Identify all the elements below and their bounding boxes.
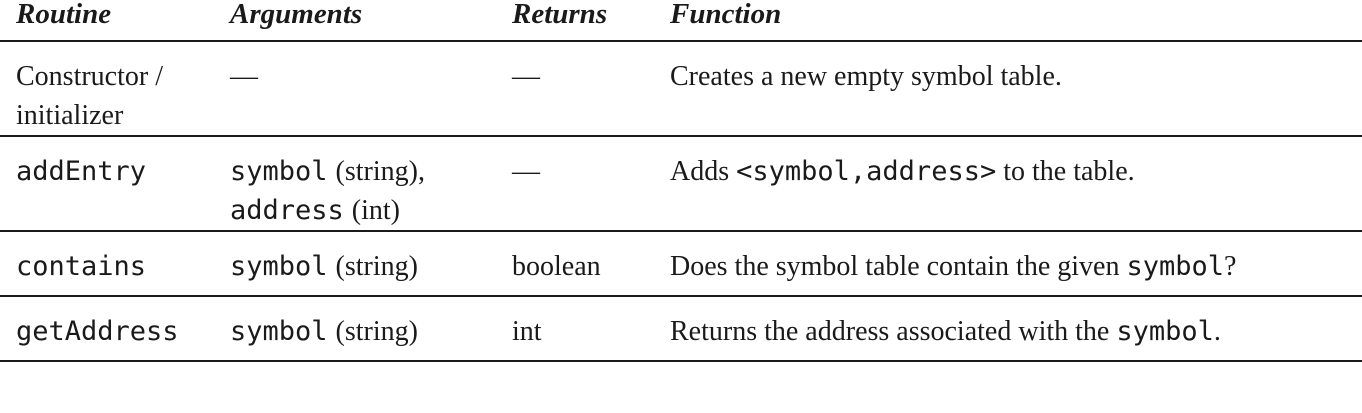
routine-name: addEntry — [16, 156, 147, 187]
returns-cell: — — [494, 136, 652, 232]
routine-cell: contains — [0, 231, 212, 297]
function-text-pre: Returns the address associated with the — [670, 316, 1110, 347]
header-function: Function — [652, 0, 1362, 42]
routine-line-1: Constructor / — [16, 61, 163, 92]
arguments-cell: symbol (string) — [212, 231, 494, 297]
arguments-cell: — — [212, 41, 494, 137]
routine-line-2: initializer — [16, 100, 124, 131]
function-text-pre: Adds — [670, 156, 730, 187]
arguments-cell: symbol (string) — [212, 296, 494, 362]
function-text-post: . — [1213, 316, 1221, 347]
function-text-post: to the table. — [1003, 156, 1135, 187]
returns-cell: boolean — [494, 231, 652, 297]
table-row-getaddress: getAddress symbol (string) int Returns th… — [0, 296, 1362, 362]
argument-line-1: symbol (string), — [230, 152, 494, 191]
header-arguments: Arguments — [212, 0, 494, 42]
function-text-post: ? — [1224, 251, 1237, 282]
routine-name: contains — [16, 251, 147, 282]
function-code: <symbol,address> — [736, 156, 997, 187]
argument-name: symbol — [230, 156, 328, 187]
symbol-table-api-table: Routine Arguments Returns Function Const… — [0, 0, 1362, 362]
routine-cell: Constructor / initializer — [0, 41, 212, 137]
argument-name: address — [230, 195, 344, 226]
header-routine: Routine — [0, 0, 212, 42]
table-header: Routine Arguments Returns Function — [0, 0, 1362, 42]
header-returns: Returns — [494, 0, 652, 42]
routine-cell: getAddress — [0, 296, 212, 362]
table-row-constructor: Constructor / initializer — — Creates a … — [0, 41, 1362, 137]
table-row-addentry: addEntry symbol (string), address (int) — … — [0, 136, 1362, 232]
argument-type: (string) — [335, 316, 418, 347]
function-cell: Does the symbol table contain the given … — [652, 231, 1362, 297]
function-cell: Adds <symbol,address> to the table. — [652, 136, 1362, 232]
argument-name: symbol — [230, 316, 328, 347]
function-cell: Creates a new empty symbol table. — [652, 41, 1362, 137]
argument-type: (string) — [335, 251, 418, 282]
argument-line-2: address (int) — [230, 191, 494, 230]
function-code: symbol — [1126, 251, 1224, 282]
function-cell: Returns the address associated with the … — [652, 296, 1362, 362]
routine-name: getAddress — [16, 316, 179, 347]
returns-cell: int — [494, 296, 652, 362]
argument-type: (int) — [351, 195, 401, 226]
table-row-contains: contains symbol (string) boolean Does the… — [0, 231, 1362, 297]
routine-cell: addEntry — [0, 136, 212, 232]
function-text-pre: Does the symbol table contain the given — [670, 251, 1120, 282]
table-body: Constructor / initializer — — Creates a … — [0, 41, 1362, 362]
argument-name: symbol — [230, 251, 328, 282]
returns-cell: — — [494, 41, 652, 137]
function-code: symbol — [1116, 316, 1214, 347]
header-row: Routine Arguments Returns Function — [0, 0, 1362, 42]
argument-type: (string), — [335, 156, 425, 187]
arguments-cell: symbol (string), address (int) — [212, 136, 494, 232]
